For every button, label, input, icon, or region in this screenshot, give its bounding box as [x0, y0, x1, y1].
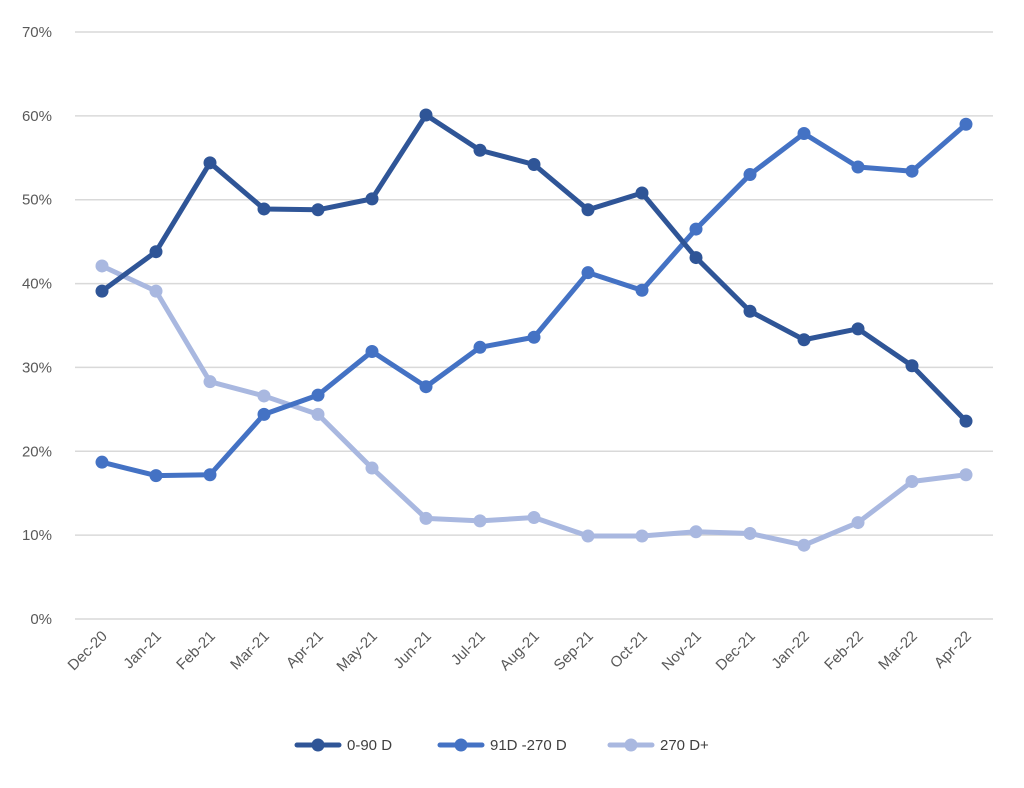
x-tick-label: Jun-21: [390, 628, 434, 672]
data-point: [203, 375, 217, 389]
y-tick-label: 10%: [22, 527, 52, 544]
y-tick-label: 40%: [22, 276, 52, 293]
x-tick-label: Feb-22: [821, 628, 867, 674]
legend-label: 270 D+: [660, 737, 709, 754]
y-tick-label: 30%: [22, 359, 52, 376]
series-line: [99, 121, 969, 479]
data-point: [149, 284, 163, 298]
data-point: [365, 461, 379, 475]
data-point: [473, 514, 487, 528]
data-point: [581, 203, 595, 217]
series-2: [95, 259, 973, 552]
data-point: [257, 389, 271, 403]
y-axis-ticks: 0% 10% 20% 30% 40% 50% 60% 70%: [22, 24, 52, 628]
legend-item: 0-90 D: [294, 737, 392, 754]
legend-swatch-marker: [454, 738, 468, 752]
x-tick-label: Apr-22: [931, 628, 975, 672]
data-point: [959, 468, 973, 482]
data-point: [905, 474, 919, 488]
legend-item: 270 D+: [607, 737, 709, 754]
data-point: [95, 455, 109, 469]
data-point: [527, 330, 541, 344]
data-point: [635, 529, 649, 543]
data-point: [203, 468, 217, 482]
data-point: [419, 108, 433, 122]
legend-swatch-marker: [311, 738, 325, 752]
y-tick-label: 0%: [30, 611, 52, 628]
data-point: [257, 407, 271, 421]
x-tick-label: Jul-21: [448, 628, 489, 669]
data-point: [473, 340, 487, 354]
data-point: [905, 164, 919, 178]
legend-label: 0-90 D: [347, 737, 392, 754]
data-point: [743, 168, 757, 182]
series-line: [99, 263, 969, 548]
data-point: [95, 284, 109, 298]
data-point: [851, 322, 865, 336]
data-point: [473, 143, 487, 157]
x-tick-label: May-21: [333, 628, 380, 675]
x-tick-label: Mar-21: [227, 628, 273, 674]
data-point: [689, 525, 703, 539]
series-layer: [95, 108, 973, 552]
data-point: [635, 186, 649, 200]
x-tick-label: Apr-21: [283, 628, 327, 672]
data-point: [635, 283, 649, 297]
data-point: [365, 192, 379, 206]
data-point: [851, 516, 865, 530]
data-point: [149, 469, 163, 483]
data-point: [689, 222, 703, 236]
data-point: [797, 126, 811, 140]
data-point: [743, 304, 757, 318]
y-tick-label: 20%: [22, 443, 52, 460]
x-tick-label: Jan-21: [120, 628, 164, 672]
data-point: [797, 333, 811, 347]
legend-label: 91D -270 D: [490, 737, 567, 754]
data-point: [365, 344, 379, 358]
y-tick-label: 60%: [22, 108, 52, 125]
x-tick-label: Sep-21: [551, 628, 597, 674]
x-tick-label: Dec-21: [713, 628, 759, 674]
x-tick-label: Dec-20: [65, 628, 111, 674]
x-tick-label: Jan-22: [768, 628, 812, 672]
data-point: [149, 245, 163, 259]
data-point: [311, 203, 325, 217]
data-point: [419, 511, 433, 525]
series-1: [95, 117, 973, 483]
x-tick-label: Mar-22: [875, 628, 921, 674]
data-point: [527, 511, 541, 525]
legend-item: 91D -270 D: [437, 737, 567, 754]
data-point: [311, 407, 325, 421]
y-tick-label: 70%: [22, 24, 52, 41]
x-tick-label: Feb-21: [173, 628, 219, 674]
data-point: [797, 538, 811, 552]
data-point: [581, 529, 595, 543]
y-tick-label: 50%: [22, 192, 52, 209]
legend: 0-90 D 91D -270 D 270 D+: [294, 737, 709, 754]
x-tick-label: Nov-21: [659, 628, 705, 674]
data-point: [95, 259, 109, 273]
data-point: [689, 251, 703, 265]
x-tick-label: Oct-21: [607, 628, 651, 672]
x-tick-label: Aug-21: [497, 628, 543, 674]
data-point: [851, 160, 865, 174]
data-point: [257, 202, 271, 216]
data-point: [959, 117, 973, 131]
data-point: [203, 156, 217, 170]
data-point: [581, 266, 595, 280]
x-axis-ticks: Dec-20 Jan-21 Feb-21 Mar-21 Apr-21 May-21 Jun-…: [65, 628, 975, 675]
data-point: [527, 157, 541, 171]
data-point: [419, 380, 433, 394]
data-point: [905, 359, 919, 373]
data-point: [959, 414, 973, 428]
data-point: [743, 526, 757, 540]
data-point: [311, 388, 325, 402]
legend-swatch-marker: [624, 738, 638, 752]
series-0: [95, 108, 973, 428]
